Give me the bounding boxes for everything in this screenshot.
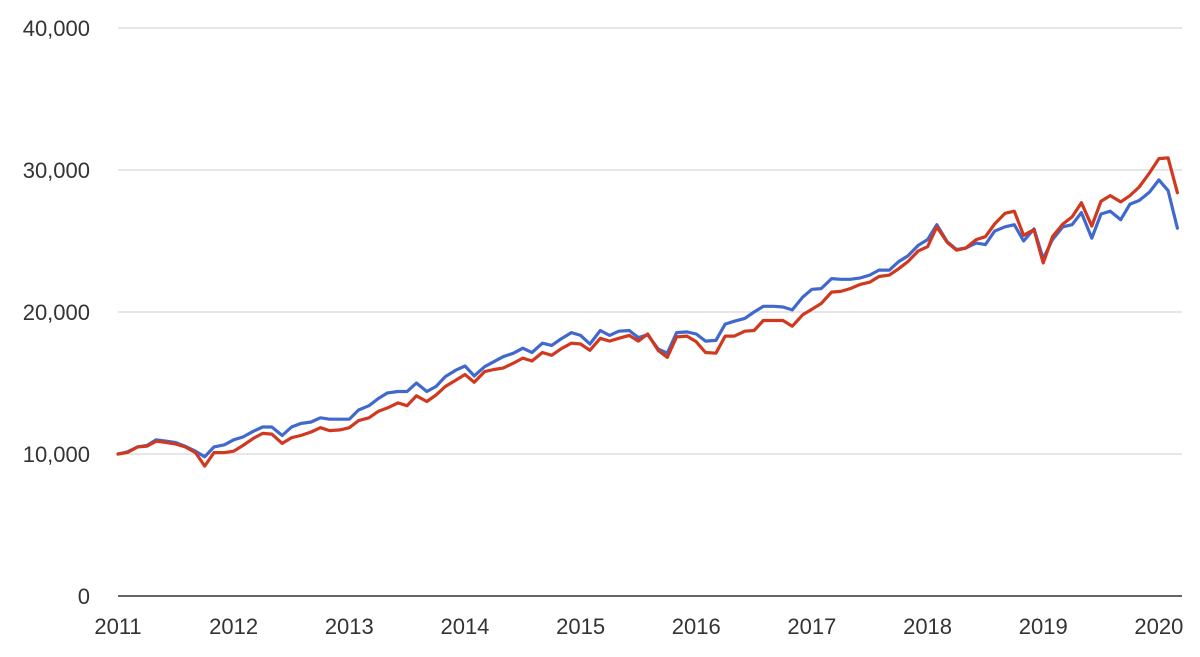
y-tick-label: 30,000 [23,158,90,183]
x-tick-label: 2016 [672,614,721,639]
x-tick-label: 2017 [787,614,836,639]
series-line-2 [116,156,1180,468]
x-axis-tick-labels: 2011 2012 2013 2014 2015 2016 2017 2018 2019 2020 [94,614,1183,639]
y-tick-label: 40,000 [23,16,90,41]
x-tick-label: 2019 [1019,614,1068,639]
x-tick-label: 2011 [94,614,141,639]
y-tick-label: 0 [78,584,90,609]
x-tick-label: 2012 [209,614,258,639]
y-axis-tick-labels: 0 10,000 20,000 30,000 40,000 [23,16,90,609]
chart-gridlines [118,27,1182,455]
chart-series-lines [116,156,1180,468]
x-tick-label: 2015 [556,614,605,639]
y-tick-label: 20,000 [23,300,90,325]
x-tick-label: 2020 [1134,614,1183,639]
x-tick-label: 2018 [903,614,952,639]
y-tick-label: 10,000 [23,442,90,467]
x-tick-label: 2014 [440,614,489,639]
x-tick-label: 2013 [325,614,374,639]
